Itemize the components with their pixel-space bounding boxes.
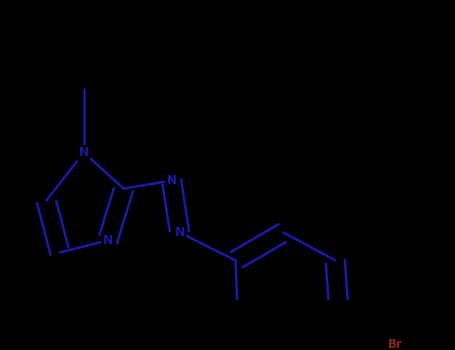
Text: Br: Br bbox=[388, 338, 403, 350]
Text: N: N bbox=[103, 234, 113, 247]
Text: N: N bbox=[175, 226, 185, 239]
Text: N: N bbox=[167, 174, 177, 187]
Text: N: N bbox=[79, 146, 89, 159]
